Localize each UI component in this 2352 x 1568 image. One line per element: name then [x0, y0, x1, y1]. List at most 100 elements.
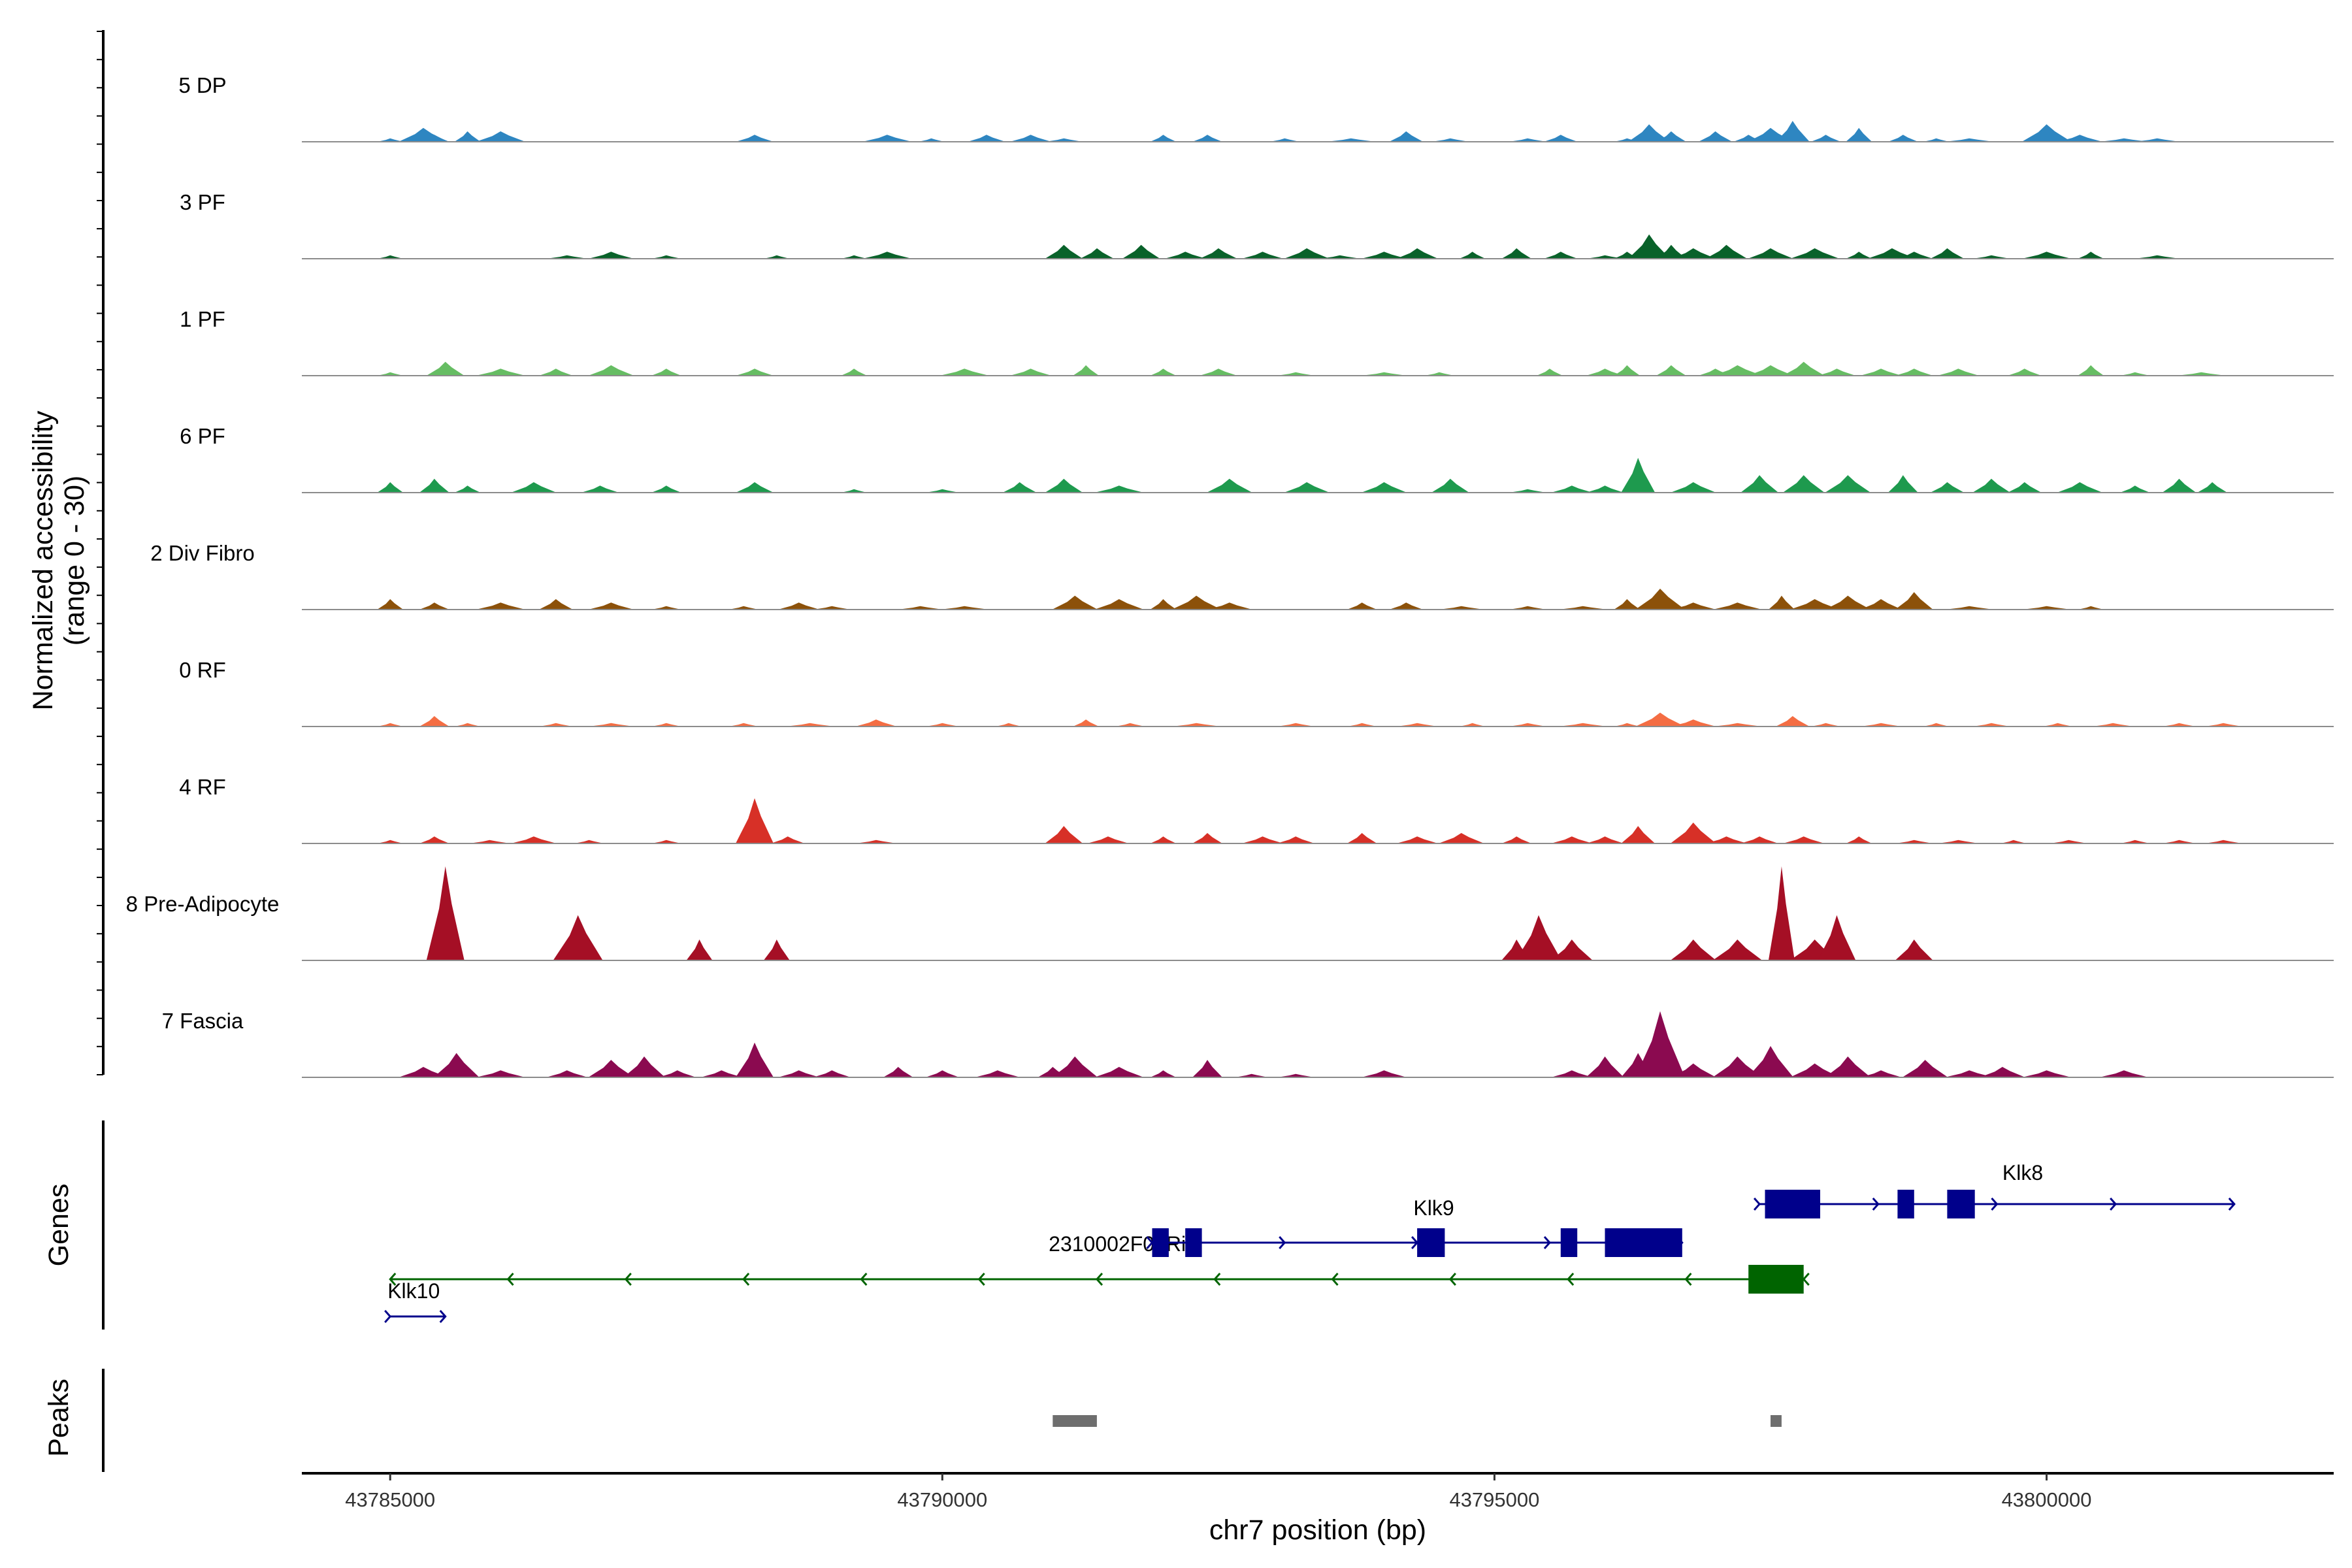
coverage-peak — [1895, 939, 1933, 960]
coverage-peak — [546, 1070, 588, 1077]
coverage-peak — [855, 719, 897, 727]
coverage-peak — [1199, 368, 1237, 376]
coverage-peak — [736, 135, 774, 142]
coverage-peak — [1558, 723, 1608, 727]
coverage-peak — [1326, 138, 1376, 142]
coverage-peak — [1389, 131, 1424, 142]
coverage-peak — [1192, 1060, 1222, 1077]
gene-label: 2310002F09Rik — [1049, 1232, 1197, 1256]
coverage-peak — [510, 836, 557, 843]
coverage-peak — [1318, 255, 1361, 259]
coverage-peak — [1923, 138, 1950, 142]
coverage-peak — [1501, 836, 1532, 843]
coverage-peak — [700, 1070, 743, 1077]
coverage-peak — [1748, 365, 1793, 376]
coverage-peak — [1670, 939, 1716, 960]
coverage-peak — [763, 939, 790, 960]
coverage-peak — [1712, 365, 1763, 376]
coverage-peak — [1656, 131, 1686, 142]
coverage-peak — [1164, 252, 1207, 259]
coverage-peak — [1825, 1056, 1871, 1077]
coverage-peak — [419, 836, 449, 843]
track-label: 7 Fascia — [162, 1009, 244, 1033]
coverage-peak — [1086, 836, 1129, 843]
coverage-peak — [967, 135, 1005, 142]
coverage-peak — [574, 840, 604, 843]
coverage-peak — [1705, 244, 1748, 259]
coverage-peak — [777, 602, 820, 610]
coverage-peak — [925, 723, 960, 727]
coverage-peak — [553, 915, 603, 960]
coverage-peak — [1284, 248, 1330, 259]
coverage-peak — [588, 252, 634, 259]
coverage-peak — [1206, 478, 1252, 493]
coverage-peak — [1509, 606, 1547, 610]
y-axis-subtitle: (range 0 - 30) — [59, 476, 90, 646]
coverage-peak — [1192, 833, 1222, 843]
coverage-peak — [1361, 482, 1407, 493]
coverage-peak — [651, 368, 681, 376]
coverage-peak — [2197, 482, 2228, 493]
coverage-peak — [1979, 1067, 2025, 1077]
coverage-peak — [736, 798, 774, 843]
strand-arrow — [384, 1310, 392, 1323]
coverage-peak — [1782, 475, 1825, 493]
coverage-peak — [1431, 138, 1469, 142]
coverage-peak — [1635, 712, 1685, 727]
coverage-peak — [1628, 234, 1671, 259]
coverage-peak — [1150, 368, 1177, 376]
coverage-peak — [2099, 1070, 2149, 1077]
coverage-peak — [1635, 589, 1685, 610]
coverage-peak — [1080, 248, 1114, 259]
coverage-peak — [588, 1060, 634, 1077]
coverage-peak — [728, 723, 759, 727]
coverage-peak — [1586, 255, 1624, 259]
track-9: 7 Fascia — [162, 1009, 2334, 1078]
gene-exon — [1605, 1228, 1682, 1257]
gene-klk8: Klk8 — [1753, 1161, 2236, 1218]
coverage-peak — [377, 840, 404, 843]
coverage-peak — [1424, 372, 1454, 376]
coverage-peak — [1614, 723, 1641, 727]
coverage-peak — [1171, 595, 1222, 610]
coverage-peak — [785, 723, 835, 727]
coverage-peak — [2176, 372, 2227, 376]
coverage-peak — [1748, 248, 1793, 259]
coverage-peak — [862, 252, 912, 259]
coverage-peak — [939, 368, 990, 376]
coverage-peak — [813, 606, 851, 610]
coverage-peak — [1789, 599, 1840, 610]
coverage-peak — [1438, 833, 1484, 843]
strand-arrow — [1567, 1273, 1575, 1286]
coverage-peak — [1509, 489, 1547, 493]
peak-region — [1053, 1415, 1097, 1427]
coverage-peak — [2134, 255, 2180, 259]
strand-arrow — [389, 1273, 397, 1286]
coverage-peak — [1586, 485, 1624, 493]
coverage-peak — [1712, 939, 1763, 960]
coverage-peak — [1972, 723, 2010, 727]
coverage-peak — [1045, 138, 1083, 142]
coverage-peak — [1150, 836, 1177, 843]
coverage-peak — [1122, 244, 1160, 259]
coverage-peak — [1944, 606, 1995, 610]
coverage-peak — [398, 1067, 448, 1077]
coverage-peak — [1206, 602, 1252, 610]
coverage-peak — [1347, 602, 1377, 610]
coverage-peak — [1115, 723, 1145, 727]
coverage-peak — [1052, 595, 1098, 610]
coverage-peak — [1396, 723, 1439, 727]
coverage-peak — [1944, 1070, 1995, 1077]
coverage-peak — [1895, 840, 1933, 843]
strand-arrow — [2228, 1198, 2236, 1211]
coverage-peak — [2000, 840, 2027, 843]
strand-arrow — [1095, 1273, 1103, 1286]
coverage-peak — [1543, 135, 1578, 142]
coverage-peak — [651, 723, 681, 727]
coverage-peak — [1614, 365, 1641, 376]
strand-arrow — [1146, 1236, 1154, 1249]
coverage-peak — [1459, 723, 1486, 727]
track-7: 4 RF — [179, 775, 2334, 844]
coverage-peak — [651, 485, 681, 493]
coverage-peak — [419, 135, 449, 142]
